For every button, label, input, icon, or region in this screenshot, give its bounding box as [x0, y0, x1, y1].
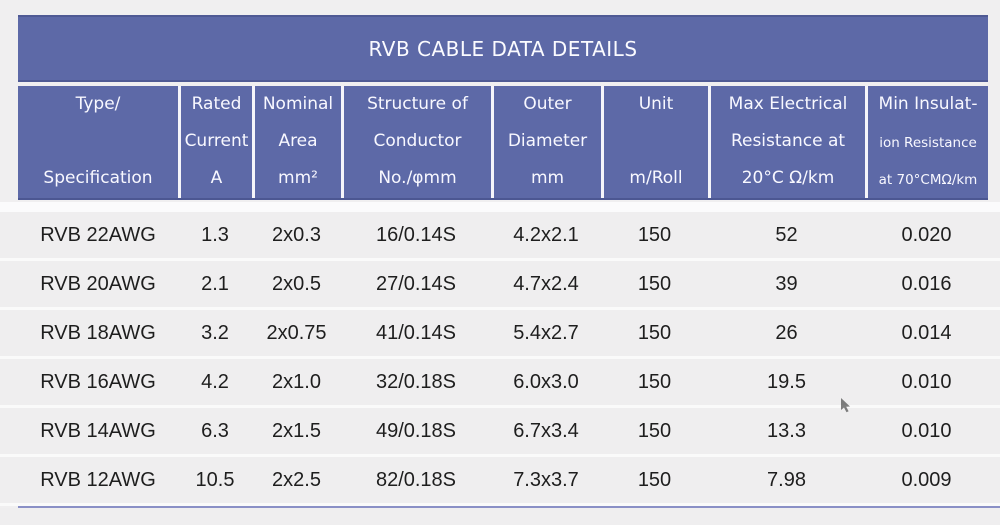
table-cell: RVB 16AWG — [40, 370, 156, 393]
table-cell: RVB 20AWG — [40, 272, 156, 295]
table-row: RVB 18AWG 3.2 2x0.75 41/0.14S 5.4x2.7 15… — [0, 310, 1000, 359]
column-header-type-specification: Type/ Specification — [18, 86, 178, 198]
column-header-line: Min Insulat- — [878, 94, 978, 114]
table-header-row: Type/ Specification Rated Current A Nomi… — [18, 86, 988, 200]
table-cell: 2x1.5 — [272, 419, 321, 442]
column-header-line: Nominal — [262, 94, 334, 114]
table-row: RVB 16AWG 4.2 2x1.0 32/0.18S 6.0x3.0 150… — [0, 359, 1000, 408]
column-header-unit: Unit m/Roll — [601, 86, 708, 198]
table-cell: 49/0.18S — [375, 419, 457, 442]
column-header-line: Area — [278, 130, 318, 151]
table-cell: 2x2.5 — [272, 468, 321, 491]
column-header-line: Type/ — [75, 94, 121, 114]
table-cell: 0.010 — [901, 419, 952, 442]
table-cell: RVB 14AWG — [40, 419, 156, 442]
column-header-line: No./φmm — [378, 167, 457, 188]
table-cell: 16/0.14S — [375, 223, 457, 246]
table-cell: 2x0.75 — [266, 321, 327, 344]
table-cell: 41/0.14S — [375, 321, 457, 344]
column-header-max-resistance: Max Electrical Resistance at 20°C Ω/km — [708, 86, 865, 198]
column-header-line: at 70°CMΩ/km — [878, 171, 978, 188]
header-body-gap — [0, 202, 1000, 212]
column-header-line: mm² — [278, 167, 318, 188]
column-header-line: Rated — [191, 94, 242, 114]
column-header-line: A — [210, 167, 223, 188]
cable-data-table-header: RVB CABLE DATA DETAILS Type/ Specificati… — [18, 15, 988, 200]
column-header-rated-current: Rated Current A — [178, 86, 252, 198]
column-header-line: Specification — [43, 167, 153, 188]
column-header-line: Diameter — [507, 130, 588, 151]
table-cell: 3.2 — [201, 321, 229, 344]
column-header-line: Unit — [638, 94, 674, 114]
table-row: RVB 12AWG 10.5 2x2.5 82/0.18S 7.3x3.7 15… — [0, 457, 1000, 506]
table-cell: 26 — [775, 321, 798, 344]
table-cell: 19.5 — [767, 370, 806, 393]
table-cell: 27/0.14S — [375, 272, 457, 295]
table-cell: 150 — [637, 321, 672, 344]
table-bottom-border — [18, 506, 1000, 508]
table-cell: 4.2 — [201, 370, 229, 393]
table-cell: 2x0.3 — [272, 223, 321, 246]
column-header-line: mm — [530, 167, 565, 188]
column-header-nominal-area: Nominal Area mm² — [252, 86, 341, 198]
table-cell: RVB 18AWG — [40, 321, 156, 344]
table-row: RVB 22AWG 1.3 2x0.3 16/0.14S 4.2x2.1 150… — [0, 212, 1000, 261]
table-cell: 150 — [637, 272, 672, 295]
table-cell: 150 — [637, 468, 672, 491]
table-cell: 4.7x2.4 — [513, 272, 579, 295]
table-cell: 52 — [775, 223, 798, 246]
table-cell: 0.016 — [901, 272, 952, 295]
column-header-line: Current — [184, 130, 249, 151]
column-header-line: ion Resistance — [879, 135, 977, 151]
table-title-text: RVB CABLE DATA DETAILS — [368, 36, 638, 61]
column-header-line: Max Electrical — [728, 94, 848, 114]
column-header-line: Resistance at — [730, 130, 846, 151]
table-cell: 7.98 — [767, 468, 806, 491]
table-cell: 6.0x3.0 — [513, 370, 579, 393]
table-cell: RVB 12AWG — [40, 468, 156, 491]
table-cell: 82/0.18S — [375, 468, 457, 491]
table-cell: 10.5 — [195, 468, 235, 491]
table-cell: 6.7x3.4 — [513, 419, 579, 442]
column-header-outer-diameter: Outer Diameter mm — [491, 86, 601, 198]
column-header-conductor-structure: Structure of Conductor No./φmm — [341, 86, 491, 198]
table-cell: 7.3x3.7 — [513, 468, 579, 491]
table-cell: 150 — [637, 419, 672, 442]
table-cell: 6.3 — [201, 419, 229, 442]
table-body: RVB 22AWG 1.3 2x0.3 16/0.14S 4.2x2.1 150… — [0, 202, 1000, 525]
table-row: RVB 20AWG 2.1 2x0.5 27/0.14S 4.7x2.4 150… — [0, 261, 1000, 310]
table-cell: 2.1 — [201, 272, 229, 295]
table-cell: 2x1.0 — [272, 370, 321, 393]
table-cell: 2x0.5 — [272, 272, 321, 295]
column-header-min-insulation: Min Insulat- ion Resistance at 70°CMΩ/km — [865, 86, 988, 198]
column-header-line: m/Roll — [629, 167, 683, 188]
table-cell: 32/0.18S — [375, 370, 457, 393]
table-title: RVB CABLE DATA DETAILS — [18, 15, 988, 82]
table-cell: 0.010 — [901, 370, 952, 393]
table-cell: RVB 22AWG — [40, 223, 156, 246]
table-cell: 39 — [775, 272, 798, 295]
table-cell: 4.2x2.1 — [513, 223, 579, 246]
column-header-line: Conductor — [373, 130, 462, 151]
bottom-filler — [0, 508, 1000, 525]
table-cell: 5.4x2.7 — [513, 321, 579, 344]
mouse-cursor-icon — [841, 398, 850, 413]
table-row: RVB 14AWG 6.3 2x1.5 49/0.18S 6.7x3.4 150… — [0, 408, 1000, 457]
column-header-line: 20°C Ω/km — [741, 167, 835, 188]
table-cell: 0.014 — [901, 321, 952, 344]
table-cell: 150 — [637, 370, 672, 393]
table-cell: 0.020 — [901, 223, 952, 246]
table-cell: 13.3 — [767, 419, 806, 442]
table-cell: 0.009 — [901, 468, 952, 491]
column-header-line: Structure of — [367, 94, 468, 114]
table-cell: 1.3 — [201, 223, 229, 246]
column-header-line: Outer — [523, 94, 572, 114]
table-cell: 150 — [637, 223, 672, 246]
